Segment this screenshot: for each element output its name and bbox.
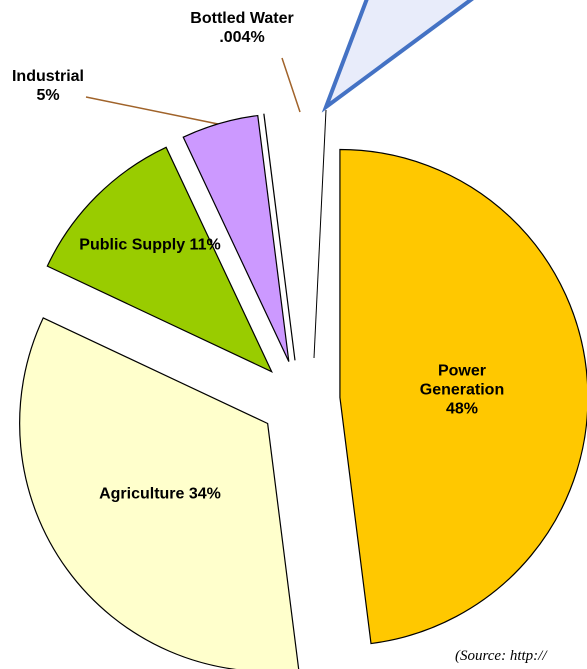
category-label: Bottled Water [190, 10, 294, 27]
category-label: Agriculture [99, 485, 185, 503]
slice-label: Power Generation 48% [407, 362, 517, 419]
slice-label: Public Supply 11% [75, 236, 225, 255]
pie-slice [182, 114, 290, 362]
leader-line [85, 96, 223, 127]
pie-slice [46, 146, 273, 373]
slice-label: Agriculture 34% [90, 485, 230, 504]
category-label: Public Supply [79, 236, 186, 254]
source-note: (Source: http:// [455, 648, 547, 664]
callout-wedge [321, 0, 474, 113]
pie-slice [263, 113, 296, 361]
value-label: 5% [36, 87, 60, 104]
category-label: Industrial [11, 68, 84, 85]
wedge-edge [313, 109, 327, 359]
category-label: Power Generation [419, 362, 505, 399]
value-label: 11% [189, 236, 221, 254]
value-label: .004% [219, 29, 265, 46]
slice-label: Bottled Water .004% [187, 9, 297, 47]
pie-slice [339, 148, 587, 645]
slice-label: Industrial 5% [3, 67, 93, 105]
leader-line [281, 57, 301, 113]
value-label: 34% [188, 485, 221, 503]
value-label: 48% [445, 400, 479, 418]
pie-slice [19, 317, 300, 669]
